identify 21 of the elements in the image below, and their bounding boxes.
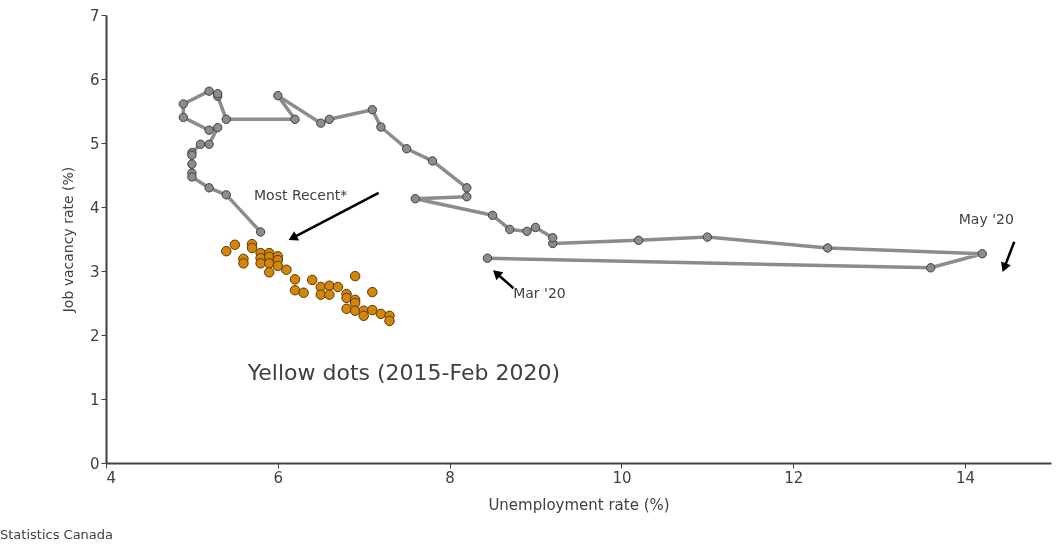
x-tick-label: 14 <box>956 468 976 487</box>
annotation: Yellow dots (2015-Feb 2020) <box>246 360 561 386</box>
x-tick-label: 4 <box>106 468 117 487</box>
y-tick-label: 0 <box>89 454 100 473</box>
annotation: Mar '20 <box>513 285 566 302</box>
x-tick-label: 10 <box>612 468 632 487</box>
annotation: Most Recent* <box>254 186 348 203</box>
y-tick-label: 7 <box>89 6 100 25</box>
x-axis-title: Unemployment rate (%) <box>488 495 670 514</box>
text: Statistics Canada <box>0 527 114 542</box>
y-tick-label: 5 <box>89 134 100 153</box>
y-tick-label: 3 <box>89 262 100 281</box>
y-axis-title: Job vacancy rate (%) <box>59 166 76 314</box>
x-tick-label: 12 <box>784 468 804 487</box>
x-tick-label: 8 <box>445 468 455 487</box>
y-tick-label: 6 <box>89 70 100 89</box>
y-tick-label: 1 <box>89 390 100 409</box>
y-tick-label: 2 <box>89 326 100 345</box>
annotation: May '20 <box>958 210 1014 227</box>
y-tick-label: 4 <box>89 198 100 217</box>
x-tick-label: 6 <box>273 468 284 487</box>
